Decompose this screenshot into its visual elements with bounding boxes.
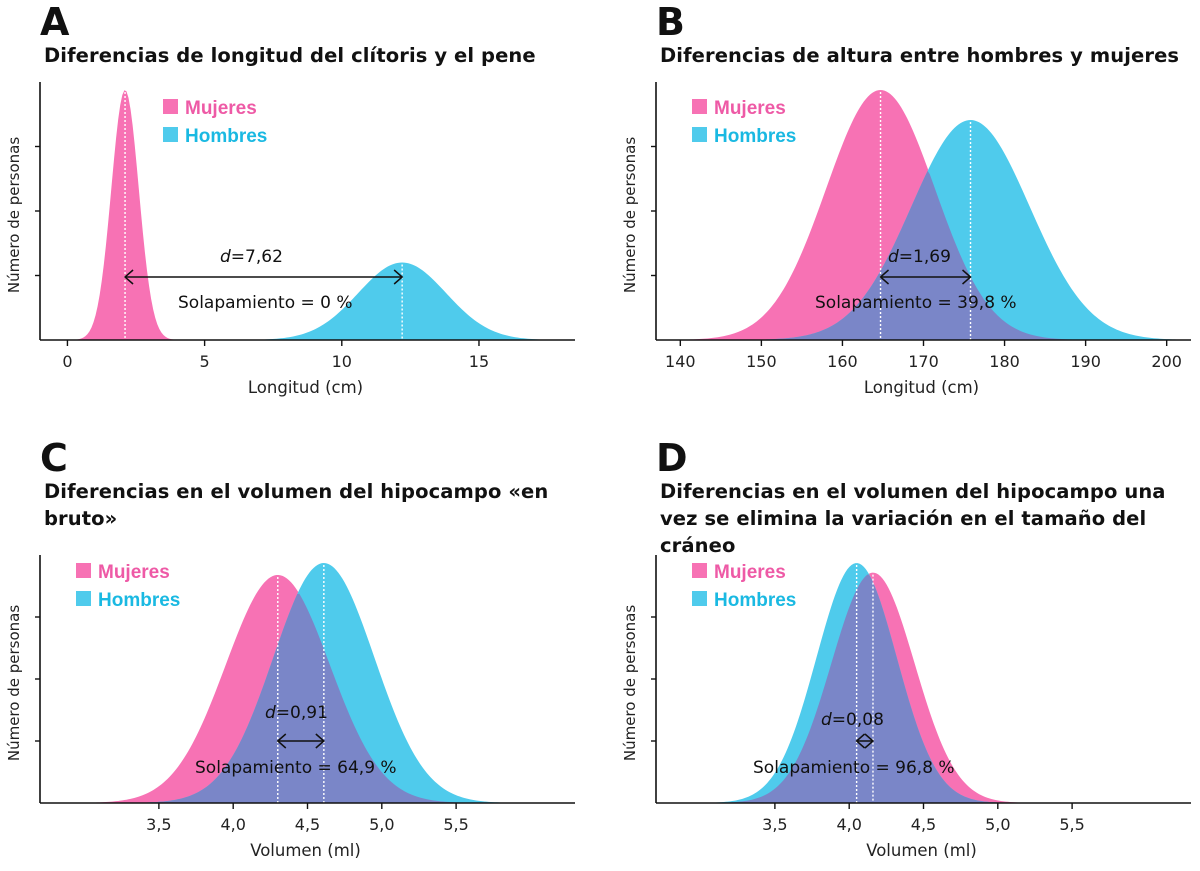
y-axis-label: Número de personas (621, 605, 639, 761)
overlap-label: Solapamiento = 96,8 % (753, 758, 955, 778)
panel-letter: B (656, 0, 685, 44)
effect-size-label: d=0,91 (265, 703, 328, 723)
legend-swatch-men (76, 591, 91, 606)
effect-size-arrow (276, 733, 325, 749)
y-axis-label: Número de personas (5, 137, 23, 293)
x-tick-label: 180 (989, 352, 1020, 371)
legend-label-men: Hombres (185, 126, 267, 147)
effect-size-arrow (879, 269, 972, 285)
x-tick-label: 3,5 (762, 815, 787, 834)
effect-size-label: d=0,08 (821, 710, 884, 730)
legend-swatch-women (163, 99, 178, 114)
y-axis-label: Número de personas (621, 137, 639, 293)
x-tick-label: 3,5 (146, 815, 171, 834)
x-axis-label: Longitud (cm) (864, 378, 979, 397)
x-tick-label: 150 (746, 352, 777, 371)
x-tick-label: 4,5 (911, 815, 936, 834)
legend-label-men: Hombres (714, 590, 796, 611)
x-tick-label: 140 (665, 352, 696, 371)
overlap-area (656, 170, 1191, 340)
x-tick-label: 5,0 (369, 815, 394, 834)
panel-title: Diferencias de altura entre hombres y mu… (660, 44, 1180, 67)
x-tick-label: 5,5 (443, 815, 468, 834)
x-tick-label: 0 (62, 352, 72, 371)
x-axis-label: Longitud (cm) (248, 378, 363, 397)
x-tick-label: 5,0 (985, 815, 1010, 834)
panel-title: Diferencias en el volumen del hipocampo … (44, 480, 549, 530)
overlap-area (40, 593, 575, 803)
chart-a: 0 5 10 15 Longitud (cm) Número de personas Muj… (5, 82, 575, 397)
x-tick-label: 4,0 (220, 815, 245, 834)
legend-label-men: Hombres (714, 126, 796, 147)
x-tick-label: 200 (1151, 352, 1182, 371)
panel-c: C Diferencias en el volumen del hipocamp… (0, 436, 600, 871)
panel-letter: C (40, 436, 68, 480)
x-tick-label: 170 (908, 352, 939, 371)
x-tick-label: 4,5 (295, 815, 320, 834)
panel-b: B Diferencias de altura entre hombres y … (616, 0, 1200, 435)
effect-size-arrow (123, 269, 404, 285)
overlap-label: Solapamiento = 0 % (178, 293, 353, 313)
x-axis-label: Volumen (ml) (250, 841, 361, 860)
chart-b: 140 150 160 170 180 190 200 Longitud (cm) Número… (621, 82, 1191, 397)
overlap-label: Solapamiento = 64,9 % (195, 758, 397, 778)
legend-swatch-women (692, 563, 707, 578)
legend-swatch-men (692, 591, 707, 606)
panel-title: Diferencias de longitud del clítoris y e… (44, 44, 536, 67)
chart-c: 3,5 4,0 4,5 5,0 5,5 Volumen (ml) Número de per… (5, 555, 575, 860)
legend-swatch-men (163, 127, 178, 142)
x-tick-label: 10 (332, 352, 352, 371)
effect-size-label: d=1,69 (888, 247, 951, 267)
legend-label-men: Hombres (98, 590, 180, 611)
legend-swatch-men (692, 127, 707, 142)
x-tick-label: 5 (200, 352, 210, 371)
chart-d: 3,5 4,0 4,5 5,0 5,5 Volumen (ml) Número de per… (621, 555, 1191, 860)
x-axis-label: Volumen (ml) (866, 841, 977, 860)
legend-label-women: Mujeres (714, 98, 786, 119)
overlap-area (656, 574, 1191, 803)
x-tick-label: 190 (1070, 352, 1101, 371)
panel-a: A Diferencias de longitud del clítoris y… (0, 0, 600, 435)
panel-letter: A (40, 0, 70, 44)
legend-label-women: Mujeres (714, 562, 786, 583)
legend-label-women: Mujeres (98, 562, 170, 583)
overlap-label: Solapamiento = 39,8 % (815, 293, 1017, 313)
x-tick-label: 160 (827, 352, 858, 371)
x-tick-label: 5,5 (1059, 815, 1084, 834)
x-tick-label: 15 (469, 352, 489, 371)
panel-d: D Diferencias en el volumen del hipocamp… (616, 436, 1200, 871)
effect-size-label: d=7,62 (220, 247, 283, 267)
y-axis-label: Número de personas (5, 605, 23, 761)
men-distribution-area (40, 262, 575, 340)
x-tick-label: 4,0 (836, 815, 861, 834)
effect-size-arrow (855, 733, 875, 749)
legend-swatch-women (692, 99, 707, 114)
legend-label-women: Mujeres (185, 98, 257, 119)
panel-title: Diferencias en el volumen del hipocampo … (660, 480, 1166, 557)
panel-letter: D (656, 436, 688, 480)
legend-swatch-women (76, 563, 91, 578)
